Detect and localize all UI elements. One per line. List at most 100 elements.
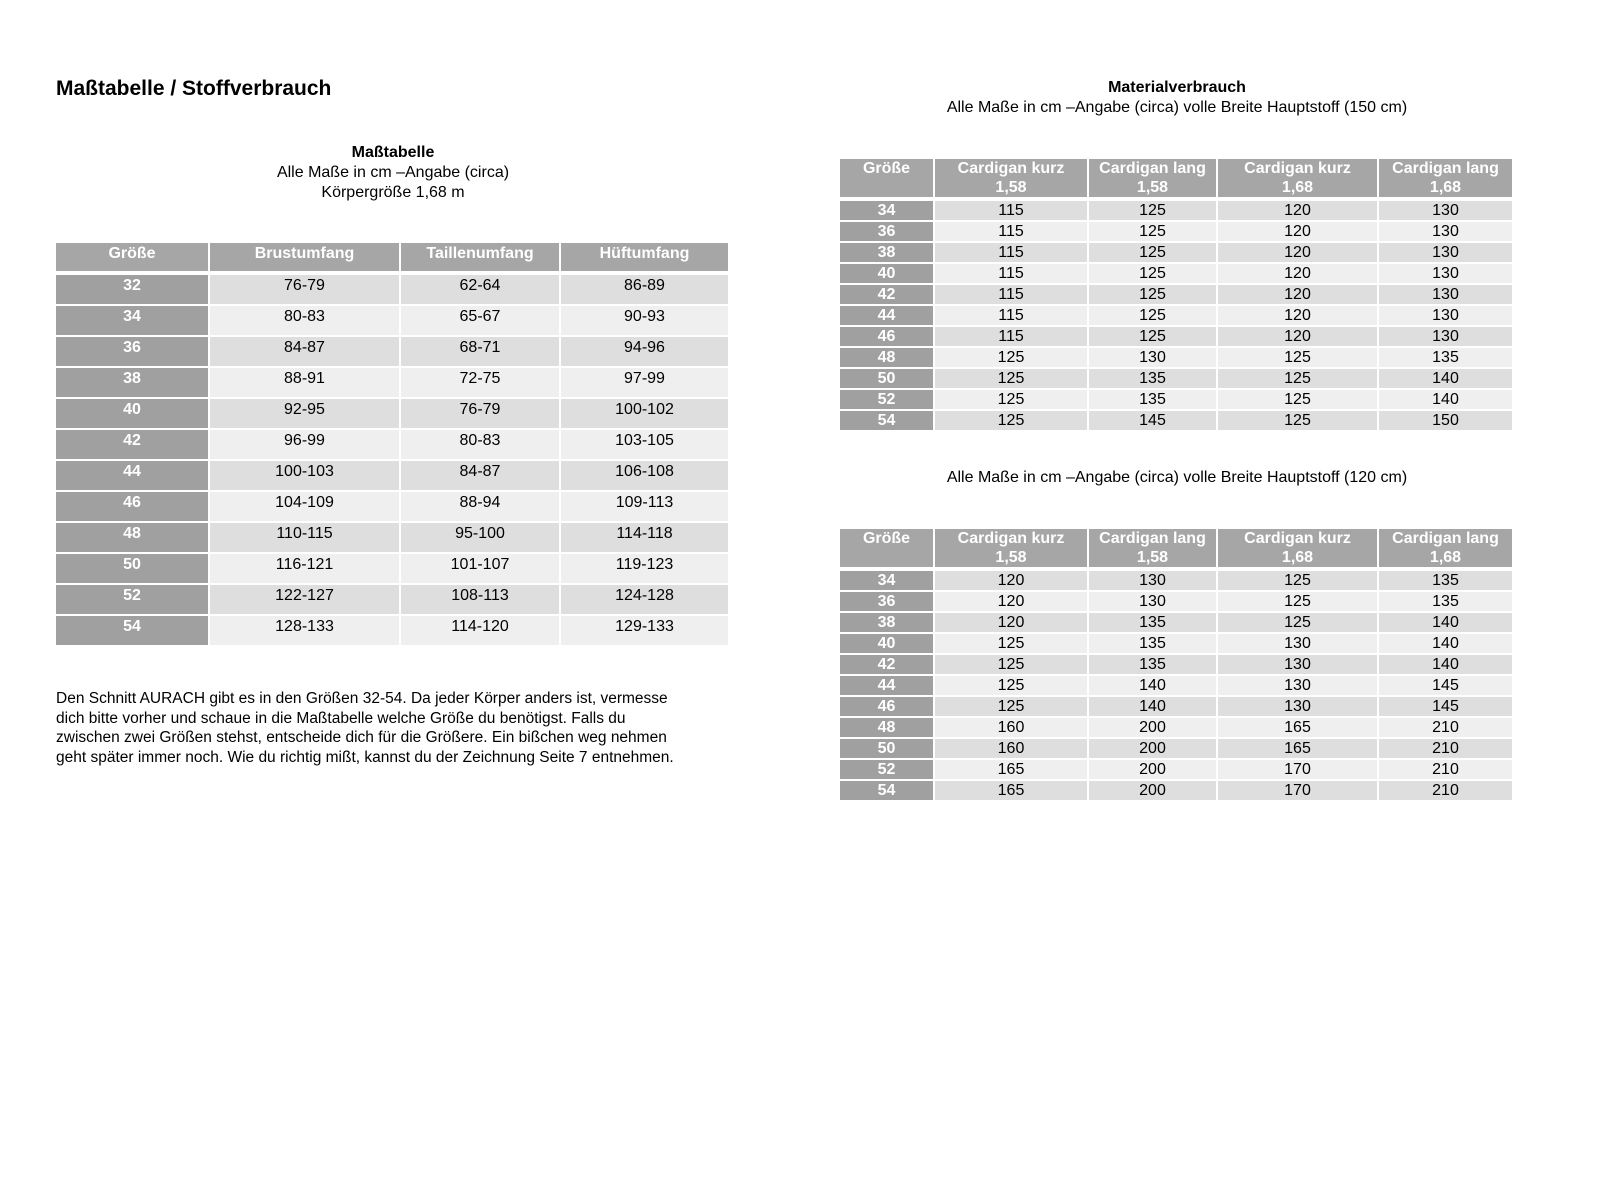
column-header: Cardigan kurz 1,58 xyxy=(935,159,1089,201)
table-cell: 210 xyxy=(1379,718,1514,739)
table-cell: 115 xyxy=(935,285,1089,306)
table-cell: 135 xyxy=(1089,390,1218,411)
table-cell: 130 xyxy=(1379,222,1514,243)
column-header-label: Cardigan lang xyxy=(1392,530,1499,547)
column-header-label: Cardigan lang xyxy=(1099,160,1206,177)
table-cell: 160 xyxy=(935,739,1089,760)
table-cell: 125 xyxy=(1089,201,1218,222)
table-row: 36 115 125 120 130 xyxy=(840,222,1514,243)
table-cell: 120 xyxy=(1218,327,1379,348)
table-cell: 200 xyxy=(1089,739,1218,760)
table-cell: 125 xyxy=(1089,222,1218,243)
table-cell: 120 xyxy=(935,592,1089,613)
table-cell: 110-115 xyxy=(210,523,401,554)
table-cell: 86-89 xyxy=(561,275,730,306)
table-row: 40 115 125 120 130 xyxy=(840,264,1514,285)
table-cell: 125 xyxy=(1218,348,1379,369)
size-cell: 36 xyxy=(56,337,210,368)
size-cell: 48 xyxy=(840,718,935,739)
column-header-height: 1,58 xyxy=(995,549,1027,566)
column-header-height: 1,58 xyxy=(995,179,1027,196)
table-row: 44 100-103 84-87 106-108 xyxy=(56,461,730,492)
table-cell: 88-91 xyxy=(210,368,401,399)
table-cell: 145 xyxy=(1379,697,1514,718)
table-cell: 120 xyxy=(935,571,1089,592)
table-cell: 120 xyxy=(1218,222,1379,243)
table-cell: 76-79 xyxy=(210,275,401,306)
table-cell: 125 xyxy=(1089,327,1218,348)
size-cell: 44 xyxy=(840,306,935,327)
material-heading: Materialverbrauch xyxy=(1108,79,1246,96)
table-row: 54 125 145 125 150 xyxy=(840,411,1514,432)
table-cell: 125 xyxy=(1218,592,1379,613)
table-cell: 125 xyxy=(935,655,1089,676)
page-title: Maßtabelle / Stoffverbrauch xyxy=(56,77,332,100)
column-header-label: Größe xyxy=(862,530,911,547)
table-cell: 140 xyxy=(1379,369,1514,390)
table-cell: 84-87 xyxy=(401,461,561,492)
size-cell: 42 xyxy=(56,430,210,461)
table-row: 46 104-109 88-94 109-113 xyxy=(56,492,730,523)
table-cell: 116-121 xyxy=(210,554,401,585)
table-row: 46 115 125 120 130 xyxy=(840,327,1514,348)
table-row: 50 125 135 125 140 xyxy=(840,369,1514,390)
table-cell: 125 xyxy=(935,369,1089,390)
table-row: 38 88-91 72-75 97-99 xyxy=(56,368,730,399)
table-cell: 120 xyxy=(1218,285,1379,306)
table-row: 40 92-95 76-79 100-102 xyxy=(56,399,730,430)
size-cell: 54 xyxy=(56,616,210,647)
column-header-height: 1,68 xyxy=(1429,549,1462,566)
table-cell: 125 xyxy=(935,697,1089,718)
table-cell: 120 xyxy=(1218,201,1379,222)
table-cell: 125 xyxy=(1218,411,1379,432)
table-cell: 125 xyxy=(1089,306,1218,327)
table-row: 38 115 125 120 130 xyxy=(840,243,1514,264)
column-header: Taillenumfang xyxy=(401,243,561,275)
table-cell: 106-108 xyxy=(561,461,730,492)
table-cell: 165 xyxy=(1218,718,1379,739)
size-cell: 50 xyxy=(840,369,935,390)
table-row: 34 115 125 120 130 xyxy=(840,201,1514,222)
table-cell: 115 xyxy=(935,306,1089,327)
table-cell: 115 xyxy=(935,327,1089,348)
table-cell: 125 xyxy=(1218,390,1379,411)
table-cell: 129-133 xyxy=(561,616,730,647)
size-cell: 44 xyxy=(840,676,935,697)
table-cell: 125 xyxy=(1089,264,1218,285)
column-header-height: 1,58 xyxy=(1136,549,1169,566)
table-cell: 84-87 xyxy=(210,337,401,368)
table-cell: 210 xyxy=(1379,760,1514,781)
table-row: 42 115 125 120 130 xyxy=(840,285,1514,306)
mass-table-subtitle: Alle Maße in cm –Angabe (circa) xyxy=(276,164,510,181)
table-cell: 145 xyxy=(1379,676,1514,697)
size-cell: 38 xyxy=(56,368,210,399)
table-cell: 130 xyxy=(1089,592,1218,613)
table-cell: 72-75 xyxy=(401,368,561,399)
table-row: 44 125 140 130 145 xyxy=(840,676,1514,697)
table-cell: 128-133 xyxy=(210,616,401,647)
size-cell: 40 xyxy=(840,264,935,285)
table-cell: 94-96 xyxy=(561,337,730,368)
column-header: Größe xyxy=(56,243,210,275)
table-cell: 130 xyxy=(1218,655,1379,676)
table-cell: 120 xyxy=(935,613,1089,634)
table-cell: 140 xyxy=(1089,676,1218,697)
table-cell: 130 xyxy=(1089,571,1218,592)
size-cell: 50 xyxy=(56,554,210,585)
table-cell: 124-128 xyxy=(561,585,730,616)
table-cell: 80-83 xyxy=(210,306,401,337)
measurement-table: Größe Brustumfang Taillenumfang Hüftumfang … xyxy=(56,243,730,647)
size-cell: 34 xyxy=(56,306,210,337)
column-header-label: Cardigan lang xyxy=(1392,160,1499,177)
table-cell: 135 xyxy=(1089,613,1218,634)
table-cell: 100-103 xyxy=(210,461,401,492)
table-cell: 115 xyxy=(935,264,1089,285)
column-header-label: Cardigan lang xyxy=(1099,530,1206,547)
size-cell: 50 xyxy=(840,739,935,760)
size-cell: 46 xyxy=(840,327,935,348)
table-cell: 115 xyxy=(935,222,1089,243)
column-header-label: Größe xyxy=(862,160,911,177)
table-row: 36 84-87 68-71 94-96 xyxy=(56,337,730,368)
table-cell: 62-64 xyxy=(401,275,561,306)
table-row: 48 110-115 95-100 114-118 xyxy=(56,523,730,554)
